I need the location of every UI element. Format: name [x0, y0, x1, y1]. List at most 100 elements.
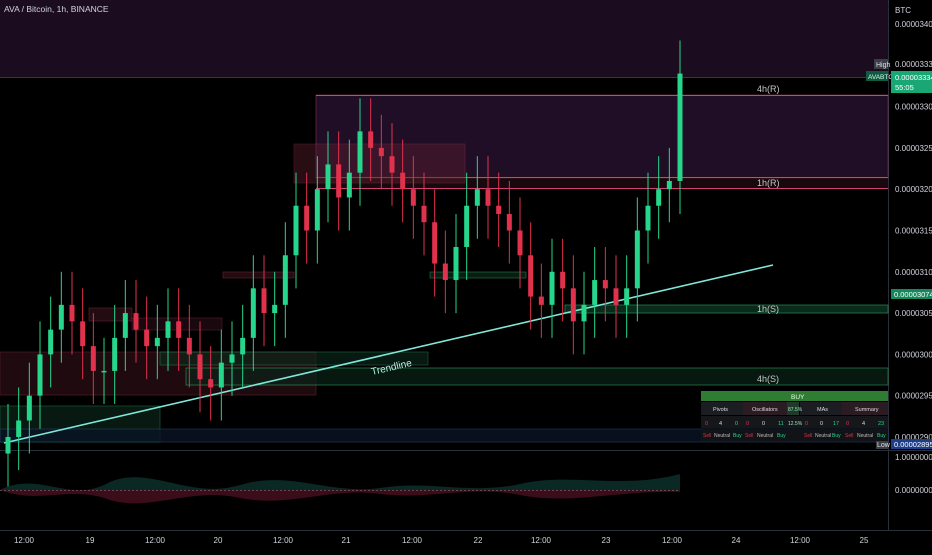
- candle: [442, 263, 448, 281]
- time-ticks: 12:00 19 12:00 20 12:00 21 12:00 22 12:00 23 12:00…: [14, 536, 869, 545]
- candle: [400, 172, 406, 190]
- high-tag: [874, 59, 888, 69]
- ta-count-row: [701, 416, 888, 428]
- level-value: 0.00003074: [894, 290, 932, 299]
- candle: [314, 189, 320, 231]
- ta-foot-row: [701, 429, 888, 441]
- candle: [58, 304, 64, 330]
- ta-pivots-title: Pivots: [713, 407, 728, 413]
- ta-foot-labels: Sell Neutral Buy Sell Neutral Buy Sell Neutral B…: [703, 433, 886, 439]
- time-tick: 12:00: [531, 536, 552, 545]
- candle: [80, 321, 86, 347]
- zone-label-1h-r: 1h(R): [757, 178, 780, 188]
- zone-old-support-b: [159, 351, 429, 366]
- oscillator-pane: [0, 474, 680, 504]
- ta-foot-label: Buy: [777, 433, 786, 439]
- ta-pivots-buy: 0: [735, 421, 738, 427]
- ta-osc-buy-cell: [787, 402, 799, 415]
- candle: [144, 329, 150, 347]
- currency-label: BTC: [895, 6, 911, 15]
- zone-label-4h-s: 4h(S): [757, 374, 779, 384]
- candle: [282, 255, 288, 305]
- candle: [656, 189, 662, 206]
- high-value: 0.00003339: [895, 60, 932, 69]
- candle: [432, 222, 438, 264]
- ta-foot-label: Sell: [804, 433, 812, 439]
- candle: [346, 172, 352, 198]
- ta-foot-label: Buy: [832, 433, 841, 439]
- candle: [304, 205, 310, 231]
- oscillator-wave-lower: [0, 490, 680, 504]
- ta-col-mas: [800, 402, 842, 415]
- ta-foot-label: Neutral: [815, 433, 831, 439]
- ta-summary-buy: 23: [878, 421, 884, 427]
- candle: [229, 354, 235, 363]
- ta-osc-sell: 0: [746, 421, 749, 427]
- ta-pivots-sell: 0: [705, 421, 708, 427]
- bar-countdown: 55:05: [895, 83, 914, 92]
- ta-osc-pct: 87.5%: [788, 407, 803, 413]
- time-tick: 25: [860, 536, 869, 545]
- zone-label-4h-r: 4h(R): [757, 84, 780, 94]
- candle: [645, 205, 651, 231]
- candle: [592, 280, 598, 305]
- low-tag-label: Low: [877, 442, 891, 449]
- ta-mas-sell: 0: [805, 421, 808, 427]
- ta-osc-buy: 11: [778, 421, 784, 427]
- zone-1h-resistance: [316, 176, 888, 188]
- low-value: 0.00002895: [894, 440, 932, 449]
- time-tick: 23: [602, 536, 611, 545]
- candle: [69, 304, 75, 322]
- candle: [378, 147, 384, 157]
- ta-summary-panel: BUY Pivots Oscillators 87.5% MAs Summary…: [701, 391, 888, 441]
- candle: [37, 354, 43, 396]
- price-tick: 0.00002900: [895, 433, 932, 442]
- candle: [634, 230, 640, 289]
- low-tag: [876, 439, 888, 449]
- time-tick: 20: [214, 536, 223, 545]
- ta-foot-label: Neutral: [857, 433, 873, 439]
- zone-label-1h-s: 1h(S): [757, 304, 779, 314]
- ta-col-summary: [842, 402, 888, 415]
- ta-foot-label: Sell: [845, 433, 853, 439]
- ta-osc-title: Oscillators: [752, 407, 778, 413]
- candle: [410, 189, 416, 206]
- candle: [122, 313, 128, 338]
- ta-pivots-neutral: 4: [719, 421, 722, 427]
- ta-mas-buy: 17: [833, 421, 839, 427]
- candle: [528, 255, 534, 297]
- candle: [90, 346, 96, 371]
- candle: [165, 321, 171, 338]
- candle: [26, 395, 32, 421]
- candle: [570, 288, 576, 322]
- candle: [581, 304, 587, 322]
- trendline[interactable]: [3, 264, 774, 444]
- ta-mas-title: MAs: [817, 407, 828, 413]
- time-tick: 19: [86, 536, 95, 545]
- candle: [560, 271, 566, 289]
- candle: [240, 337, 246, 355]
- time-tick: 12:00: [145, 536, 166, 545]
- zone-old-resistance-c: [88, 307, 133, 322]
- symbol-title[interactable]: AVA / Bitcoin, 1h, BINANCE: [4, 4, 109, 14]
- candle: [496, 205, 502, 214]
- candle: [186, 337, 192, 355]
- ta-foot-label: Neutral: [757, 433, 773, 439]
- ta-summary-title: Summary: [855, 407, 879, 413]
- candle: [154, 337, 160, 347]
- ta-foot-label: Buy: [733, 433, 742, 439]
- symbol-tag-label: AVABTC: [868, 74, 893, 81]
- time-tick: 12:00: [273, 536, 294, 545]
- candle: [613, 288, 619, 305]
- candle: [176, 321, 182, 338]
- candle: [250, 288, 256, 338]
